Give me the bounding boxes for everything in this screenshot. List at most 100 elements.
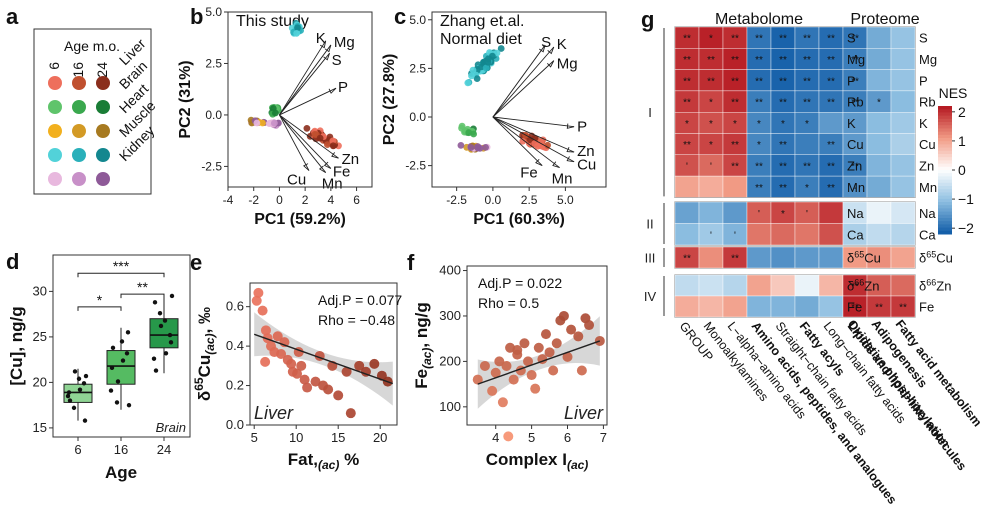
sample-point bbox=[163, 351, 169, 356]
legend-swatch bbox=[938, 179, 952, 184]
y-tick-label: 2.5 bbox=[409, 61, 426, 75]
label-part: Cu bbox=[195, 355, 214, 378]
score-point bbox=[473, 75, 481, 82]
plot-frame bbox=[249, 282, 398, 426]
heatmap-cell bbox=[818, 201, 844, 224]
significance-mark: ** bbox=[899, 303, 907, 314]
significance-mark: - bbox=[853, 183, 856, 194]
label-part: 65 bbox=[192, 377, 206, 391]
legend-swatch bbox=[938, 230, 952, 235]
row-label: δ65Cu bbox=[919, 250, 953, 266]
significance-mark: ** bbox=[827, 161, 835, 172]
legend-dot-heart bbox=[72, 124, 86, 138]
arrow-head bbox=[547, 60, 555, 68]
legend-swatch bbox=[938, 134, 952, 139]
sample-point bbox=[508, 374, 519, 385]
significance-mark: ** bbox=[827, 98, 835, 109]
x-tick-label: 4 bbox=[328, 193, 335, 207]
heatmap-cell bbox=[770, 274, 796, 297]
label-part: Mg bbox=[847, 52, 865, 67]
sample-point bbox=[548, 365, 559, 376]
label-part: (ac) bbox=[567, 458, 588, 472]
label-part: 66 bbox=[854, 278, 864, 288]
loading-label-Zn: Zn bbox=[342, 151, 360, 168]
panel-letter: c bbox=[394, 4, 406, 29]
loading-label-Zn: Zn bbox=[577, 143, 595, 160]
significance-mark: ** bbox=[683, 254, 691, 265]
heatmap-cell bbox=[698, 274, 724, 297]
sample-point bbox=[167, 332, 173, 338]
sample-point bbox=[369, 358, 380, 369]
heatmap-cell bbox=[818, 223, 844, 246]
heatmap-cell bbox=[746, 223, 772, 246]
loading-arrow bbox=[492, 116, 575, 153]
sample-point bbox=[108, 388, 114, 393]
y-tick-label: 20 bbox=[33, 374, 47, 389]
row-label-metabolome: Zn bbox=[847, 158, 862, 173]
age-label-16: 16 bbox=[70, 62, 86, 78]
significance-mark: ** bbox=[803, 55, 811, 66]
x-tick-label: 5 bbox=[251, 430, 258, 445]
significance-mark: * bbox=[709, 140, 713, 151]
significance-mark: ** bbox=[755, 55, 763, 66]
sample-point bbox=[253, 287, 264, 298]
sample-point bbox=[526, 370, 537, 381]
legend-tick-label: 2 bbox=[958, 104, 966, 120]
y-tick-label: 5.0 bbox=[409, 13, 426, 27]
sample-point bbox=[573, 331, 584, 342]
sample-point bbox=[168, 340, 174, 345]
significance-mark: ** bbox=[827, 76, 835, 87]
significance-mark: * bbox=[709, 34, 713, 45]
heatmap-cell bbox=[890, 201, 916, 224]
sample-point bbox=[114, 400, 120, 405]
legend-swatch bbox=[938, 122, 952, 126]
legend-swatch bbox=[938, 173, 952, 177]
loading-label-K: K bbox=[557, 36, 567, 53]
x-axis-label: Fat,(ac) % bbox=[288, 450, 359, 472]
significance-mark: ** bbox=[779, 55, 787, 66]
legend-dot-muscle bbox=[96, 148, 110, 162]
significance-mark: ** bbox=[731, 55, 739, 66]
sample-point bbox=[151, 356, 157, 361]
heatmap-cell bbox=[890, 175, 916, 198]
arrow-head bbox=[318, 165, 326, 173]
arrow-head bbox=[303, 163, 310, 171]
heatmap-cell bbox=[890, 223, 916, 246]
stat-p-value: Adj.P = 0.077 bbox=[318, 292, 402, 308]
significance-mark: ' bbox=[734, 230, 736, 241]
legend-swatch bbox=[938, 106, 952, 110]
heatmap-cell bbox=[890, 26, 916, 49]
y-tick-label: 0.0 bbox=[226, 417, 244, 432]
score-point bbox=[259, 119, 266, 127]
x-tick-label: -2.5 bbox=[446, 193, 467, 207]
y-tick-label: 30 bbox=[33, 283, 47, 298]
heatmap-cell bbox=[818, 111, 844, 134]
sample-point bbox=[158, 323, 164, 329]
sample-point bbox=[81, 381, 87, 386]
label-part: Zn bbox=[847, 158, 862, 173]
significance-mark: ** bbox=[779, 183, 787, 194]
label-part: Complex I bbox=[486, 450, 567, 469]
sample-point bbox=[302, 382, 313, 393]
legend-swatch bbox=[938, 211, 952, 216]
sample-point bbox=[310, 376, 321, 387]
label-part: (ac) bbox=[420, 348, 434, 369]
x-tick-label: -2 bbox=[248, 193, 259, 207]
sample-point bbox=[109, 365, 115, 371]
heatmap-cell bbox=[722, 274, 748, 297]
score-point bbox=[531, 134, 539, 142]
score-point bbox=[303, 124, 311, 132]
legend-dot-liver bbox=[96, 76, 110, 90]
label-part: Fe bbox=[919, 300, 934, 315]
heatmap-cell bbox=[770, 246, 796, 269]
sample-point bbox=[162, 318, 168, 323]
legend-swatch bbox=[938, 131, 952, 136]
arrow-head bbox=[323, 53, 330, 61]
sample-point bbox=[65, 393, 71, 399]
heatmap-cell bbox=[674, 201, 700, 224]
sample-point bbox=[119, 339, 125, 344]
significance-mark: ** bbox=[731, 98, 739, 109]
legend-title: NES bbox=[939, 85, 968, 101]
significance-mark: ** bbox=[731, 76, 739, 87]
